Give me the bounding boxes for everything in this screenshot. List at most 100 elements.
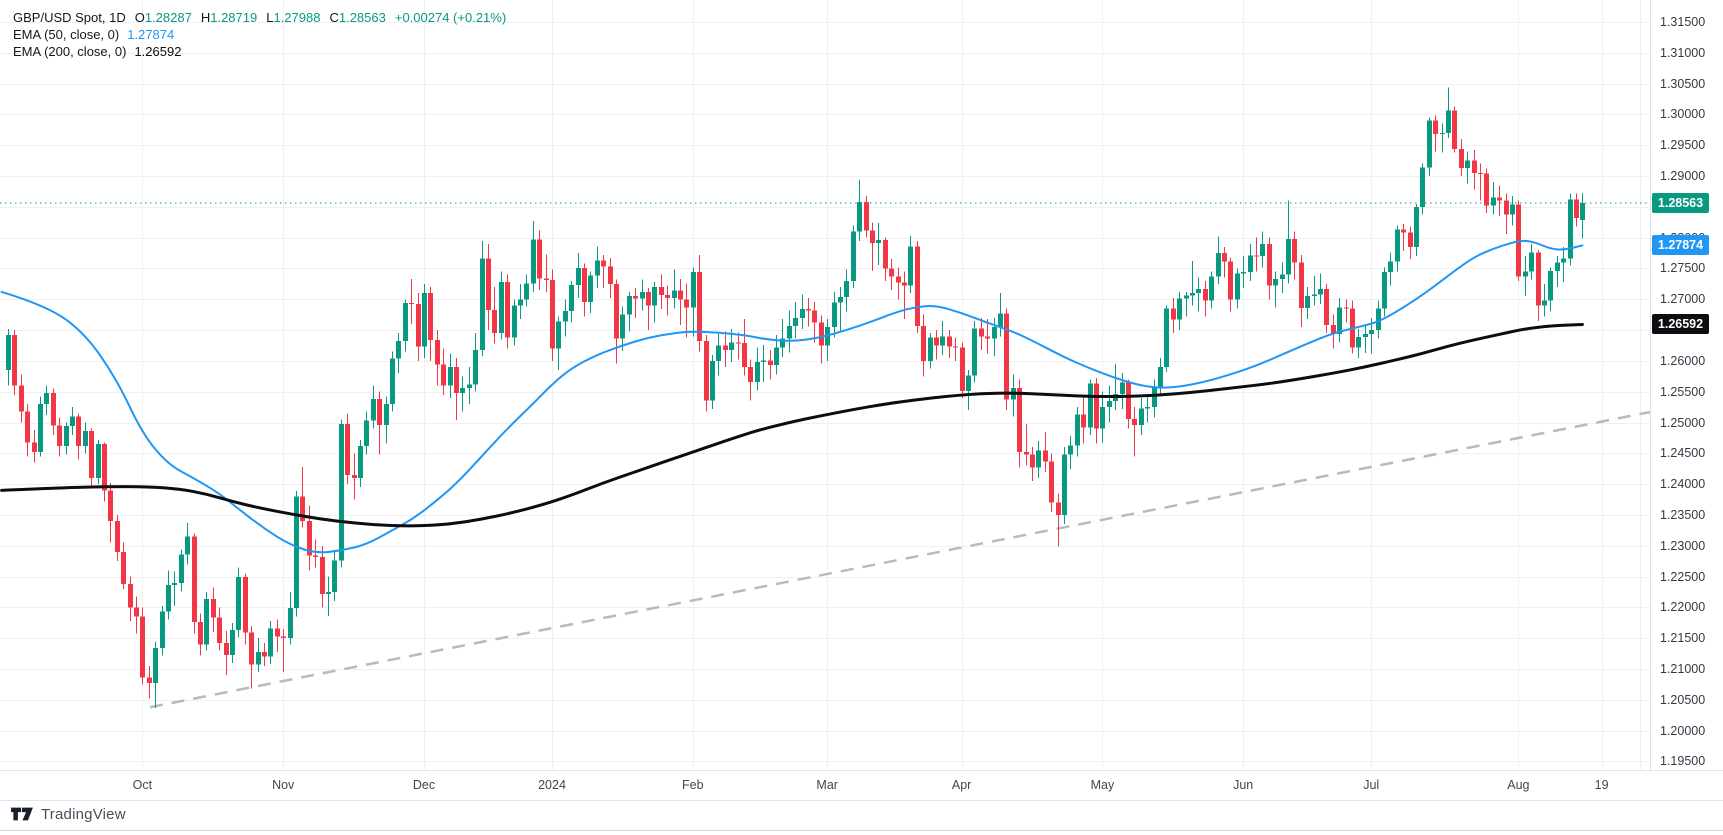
candle-down xyxy=(550,280,555,349)
price-tick-label: 1.27000 xyxy=(1660,292,1706,307)
candle-down xyxy=(883,240,888,269)
candle-down xyxy=(1171,308,1176,320)
candle-up xyxy=(44,392,49,405)
low-label: L xyxy=(266,10,274,25)
candle-down xyxy=(1433,120,1438,135)
price-tick-label: 1.30000 xyxy=(1660,107,1706,122)
candle-up xyxy=(204,598,209,645)
candle-up xyxy=(652,286,657,306)
candle-up xyxy=(1510,204,1515,215)
close-value: 1.28563 xyxy=(338,10,386,25)
candle-down xyxy=(486,258,491,310)
candle-up xyxy=(851,231,856,281)
candle-down xyxy=(492,309,497,334)
low-value: 1.27988 xyxy=(273,10,321,25)
candle-up xyxy=(83,431,88,446)
candle-down xyxy=(57,425,62,446)
candle-up xyxy=(1120,382,1125,395)
candle-down xyxy=(768,360,773,366)
candle-up xyxy=(620,314,625,339)
candle-down xyxy=(1408,232,1413,247)
candle-up xyxy=(1184,295,1189,299)
candle-up xyxy=(1260,243,1265,257)
candle-down xyxy=(921,325,926,361)
price-axis[interactable]: 1.31500 1.31000 1.30500 1.30000 1.29500 1.290… xyxy=(1650,0,1723,800)
candle-up xyxy=(838,296,843,303)
candle-down xyxy=(134,607,139,617)
candle-up xyxy=(627,296,632,315)
watermark-text: TradingView xyxy=(41,805,126,823)
candle-up xyxy=(422,293,427,347)
price-tick-label: 1.23000 xyxy=(1660,538,1706,553)
candle-down xyxy=(704,341,709,401)
candle-down xyxy=(140,616,145,678)
candle-up xyxy=(972,328,977,376)
candle-down xyxy=(505,282,510,338)
legend-ema50-row[interactable]: EMA (50, close, 0) 1.27874 xyxy=(13,26,506,43)
legend-symbol-row[interactable]: GBP/USD Spot, 1D O1.28287 H1.28719 L1.27988… xyxy=(13,9,506,26)
candle-up xyxy=(384,404,389,426)
candle-up xyxy=(1382,272,1387,309)
candle-down xyxy=(1497,197,1502,201)
candle-up xyxy=(556,321,561,349)
candle-down xyxy=(1203,288,1208,301)
time-tick-label-mar: Mar xyxy=(816,778,838,792)
candle-down xyxy=(1267,243,1272,286)
candle-down xyxy=(537,239,542,279)
candle-up xyxy=(473,349,478,385)
widget-bottom-border xyxy=(0,830,1723,831)
candle-down xyxy=(313,555,318,557)
trendline-drawing[interactable] xyxy=(149,410,1650,709)
candle-up xyxy=(844,280,849,297)
ema50-price-badge: 1.27874 xyxy=(1652,235,1709,256)
candle-down xyxy=(1004,313,1009,400)
candle-up xyxy=(1542,300,1547,306)
candle-down xyxy=(217,617,222,644)
high-value: 1.28719 xyxy=(210,10,258,25)
candle-down xyxy=(614,283,619,339)
candle-down xyxy=(1126,382,1131,419)
legend-ema200-row[interactable]: EMA (200, close, 0) 1.26592 xyxy=(13,43,506,60)
candle-down xyxy=(281,636,286,639)
ema50-label: EMA (50, close, 0) xyxy=(13,27,120,42)
ema200-line xyxy=(0,322,1584,528)
candle-down xyxy=(659,286,664,295)
candle-up xyxy=(832,302,837,328)
tradingview-watermark[interactable]: TradingView xyxy=(10,804,126,824)
price-tick-label: 1.31000 xyxy=(1660,45,1706,60)
candle-down xyxy=(441,364,446,386)
candle-up xyxy=(448,367,453,386)
candle-up xyxy=(1152,386,1157,408)
candle-down xyxy=(352,474,357,479)
price-tick-label: 1.29000 xyxy=(1660,169,1706,184)
price-chart-pane[interactable] xyxy=(0,0,1650,770)
time-tick-label-jul: Jul xyxy=(1363,778,1380,792)
candle-up xyxy=(940,336,945,346)
time-axis[interactable]: Oct Nov Dec 2024 Feb Mar Apr May Jun Jul Aug 19 xyxy=(0,770,1723,801)
candle-up xyxy=(460,388,465,393)
candle-down xyxy=(1049,461,1054,503)
price-tick-label: 1.23500 xyxy=(1660,507,1706,522)
candle-up xyxy=(755,362,760,382)
candle-up xyxy=(729,342,734,350)
candle-down xyxy=(262,651,267,657)
candle-down xyxy=(608,266,613,284)
candle-up xyxy=(1580,202,1585,220)
candle-up xyxy=(1286,238,1291,275)
price-tick-label: 1.20500 xyxy=(1660,692,1706,707)
ema200-price-badge: 1.26592 xyxy=(1652,314,1709,335)
time-tick-label-oct: Oct xyxy=(132,778,153,792)
candle-up xyxy=(1164,308,1169,368)
candle-down xyxy=(1331,325,1336,334)
candle-up xyxy=(876,240,881,244)
candle-up xyxy=(1100,407,1105,429)
candle-up xyxy=(1158,367,1163,387)
candle-up xyxy=(172,582,177,586)
candle-down xyxy=(249,632,254,665)
candle-up xyxy=(761,360,766,363)
candle-up xyxy=(1529,252,1534,272)
candle-up xyxy=(1363,333,1368,337)
candle-down xyxy=(723,345,728,350)
candle-up xyxy=(294,496,299,609)
